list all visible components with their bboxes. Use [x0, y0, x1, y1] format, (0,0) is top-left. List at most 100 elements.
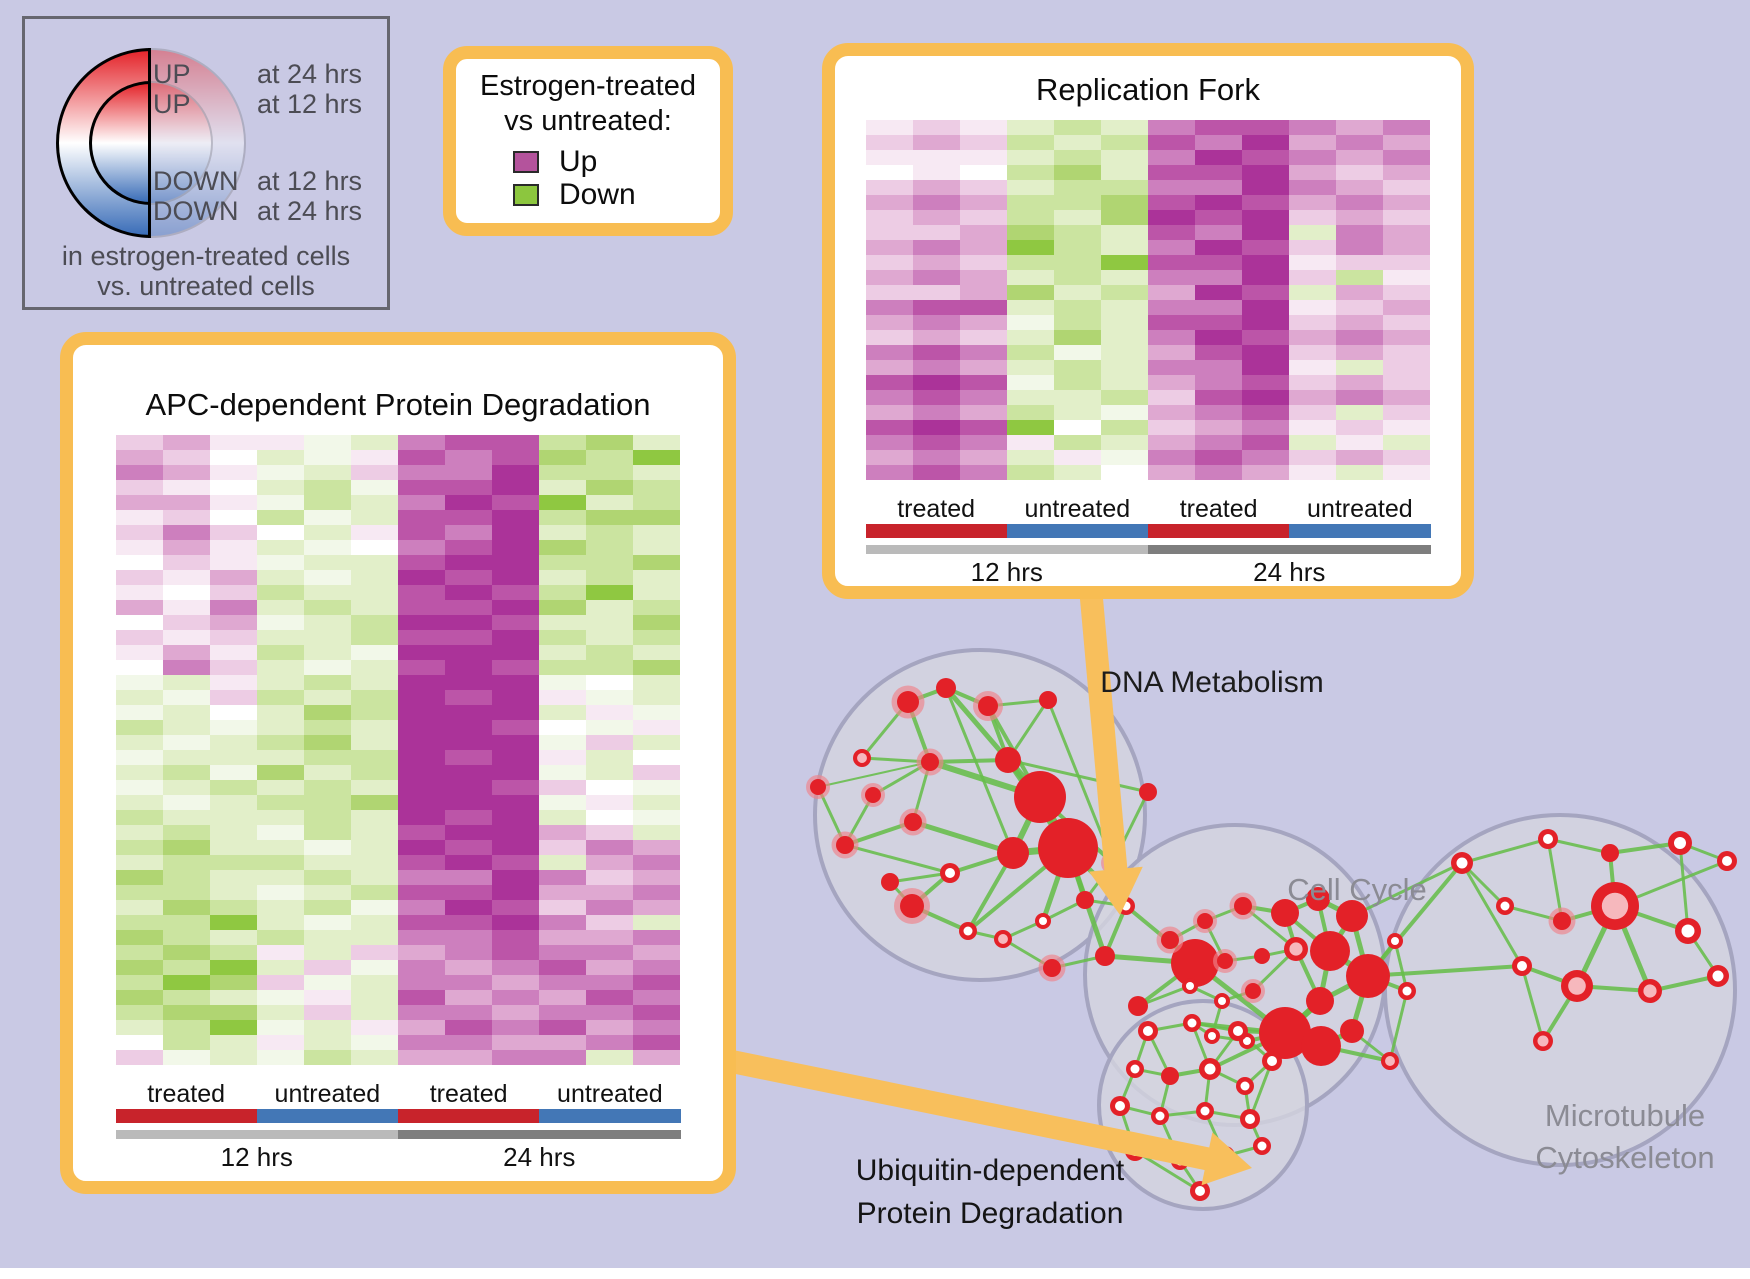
- heatmap-cell: [586, 855, 634, 870]
- heatmap-cell: [256, 435, 304, 450]
- heatmap-cell: [633, 480, 681, 495]
- heatmap-cell: [1242, 420, 1290, 435]
- heatmap-cell: [1053, 225, 1101, 240]
- heatmap-cell: [1289, 165, 1337, 180]
- heatmap-cell: [1383, 345, 1431, 360]
- heatmap-cell: [1336, 255, 1384, 270]
- heatmap-cell: [959, 465, 1007, 480]
- heatmap-cell: [959, 330, 1007, 345]
- heatmap-cell: [492, 765, 540, 780]
- heatmap-cell: [1006, 285, 1054, 300]
- heatmap-cell: [912, 165, 960, 180]
- network-node: [836, 836, 854, 854]
- heatmap-cell: [1053, 345, 1101, 360]
- heatmap-cell: [209, 510, 257, 525]
- heatmap-cell: [162, 780, 210, 795]
- heatmap-cell: [539, 480, 587, 495]
- heatmap-cell: [492, 1020, 540, 1035]
- heatmap-cell: [492, 615, 540, 630]
- heatmap-cell: [303, 540, 351, 555]
- heatmap-cell: [1195, 300, 1243, 315]
- heatmap-cell: [445, 780, 493, 795]
- treatment-color-bar: [398, 1109, 540, 1123]
- heatmap-cell: [397, 1050, 446, 1065]
- heatmap-cell: [209, 660, 257, 675]
- heatmap-cell: [539, 630, 587, 645]
- heatmap-cell: [539, 495, 587, 510]
- heatmap-cell: [1195, 210, 1243, 225]
- heatmap-cell: [303, 435, 351, 450]
- heatmap-cell: [256, 990, 304, 1005]
- heatmap-cell: [633, 555, 681, 570]
- heatmap-cell: [445, 870, 493, 885]
- network-edge: [1547, 837, 1611, 855]
- heatmap-cell: [115, 585, 163, 600]
- heatmap-cell: [1195, 255, 1243, 270]
- concentric-circles-icon: [56, 48, 246, 238]
- heatmap-cell: [492, 525, 540, 540]
- heatmap-cell: [350, 450, 398, 465]
- heatmap-cell: [633, 495, 681, 510]
- network-node: [1217, 953, 1233, 969]
- heatmap-cell: [350, 510, 398, 525]
- heatmap-cell: [1242, 390, 1290, 405]
- heatmap-cell: [539, 555, 587, 570]
- heatmap-cell: [865, 390, 913, 405]
- heatmap-cell: [397, 975, 446, 990]
- group-label: treated: [429, 1080, 508, 1108]
- heatmap-cell: [539, 1020, 587, 1035]
- heatmap-cell: [539, 990, 587, 1005]
- heatmap-cell: [1242, 195, 1290, 210]
- heatmap-cell: [492, 660, 540, 675]
- heatmap-cell: [256, 600, 304, 615]
- heatmap-cell: [586, 480, 634, 495]
- heatmap-cell: [115, 555, 163, 570]
- heatmap-cell: [492, 450, 540, 465]
- network-node: [978, 696, 998, 716]
- heatmap-cell: [539, 765, 587, 780]
- heatmap-cell: [303, 675, 351, 690]
- heatmap-cell: [1147, 315, 1196, 330]
- heatmap-cell: [303, 825, 351, 840]
- heatmap-cell: [959, 255, 1007, 270]
- node-core-white: [1267, 1056, 1277, 1066]
- heatmap-cell: [115, 645, 163, 660]
- heatmap-cell: [1195, 450, 1243, 465]
- heatmap-cell: [397, 1020, 446, 1035]
- heatmap-cell: [1336, 135, 1384, 150]
- heatmap-cell: [633, 975, 681, 990]
- heatmap-cell: [397, 780, 446, 795]
- node-core-white: [1257, 1141, 1267, 1151]
- heatmap-cell: [912, 120, 960, 135]
- network-edge: [889, 871, 951, 884]
- heatmap-cell: [1100, 420, 1148, 435]
- heatmap-cell: [1195, 120, 1243, 135]
- cluster-label: Ubiquitin-dependent: [856, 1154, 1125, 1187]
- network-node: [1076, 891, 1094, 909]
- heatmap-cell: [1147, 300, 1196, 315]
- network-node: [1306, 887, 1330, 911]
- heatmap-cell: [1195, 405, 1243, 420]
- heatmap-cell: [115, 825, 163, 840]
- heatmap-cell: [1053, 360, 1101, 375]
- heatmap-cell: [397, 930, 446, 945]
- heatmap-cell: [539, 705, 587, 720]
- heatmap-cell: [1289, 135, 1337, 150]
- heatmap-cell: [303, 810, 351, 825]
- heatmap-cell: [445, 855, 493, 870]
- heatmap-cell: [445, 435, 493, 450]
- heatmap-cell: [865, 450, 913, 465]
- network-node: [997, 837, 1029, 869]
- heatmap-cell: [445, 630, 493, 645]
- heatmap-cell: [397, 690, 446, 705]
- heatmap-cell: [633, 690, 681, 705]
- heatmap-cell: [397, 630, 446, 645]
- heatmap-cell: [959, 225, 1007, 240]
- heatmap-cell: [912, 420, 960, 435]
- heatmap-cell: [1195, 420, 1243, 435]
- heatmap-cell: [633, 510, 681, 525]
- heatmap-cell: [350, 705, 398, 720]
- heatmap-cell: [350, 660, 398, 675]
- treatment-color-bar: [1006, 524, 1148, 538]
- heatmap-cell: [1006, 300, 1054, 315]
